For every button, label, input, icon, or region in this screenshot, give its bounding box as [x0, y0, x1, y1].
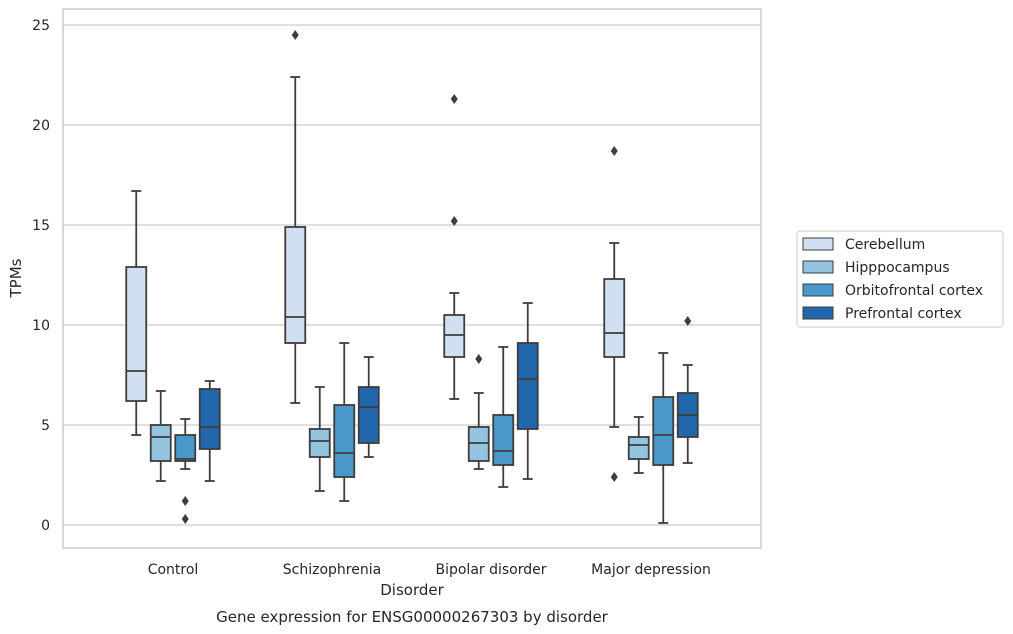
box-body	[357, 386, 380, 444]
legend-label: Prefrontal cortex	[845, 306, 962, 322]
y-tick-label: 15	[32, 218, 50, 234]
y-axis-label: TPMs	[7, 258, 25, 298]
box-0-3	[603, 146, 626, 482]
box-body	[308, 428, 331, 458]
box-body	[149, 424, 172, 462]
box-2-3	[652, 352, 675, 524]
box-0-1	[284, 30, 307, 404]
outlier-point	[684, 316, 692, 326]
box-1-3	[627, 416, 650, 474]
legend-label: Orbitofrontal cortex	[845, 283, 983, 299]
y-tick-label: 5	[41, 418, 50, 434]
box-1-2	[467, 354, 490, 470]
box-3-2	[516, 302, 539, 480]
y-tick-label: 20	[32, 118, 50, 134]
x-tick-labels: Control Schizophrenia Bipolar disorder Majo…	[148, 562, 711, 578]
box-body	[443, 314, 466, 358]
boxes	[125, 30, 699, 524]
outlier-point	[181, 496, 189, 506]
outlier-point	[475, 354, 483, 364]
legend-label: Hipppocampus	[845, 260, 950, 276]
box-0-2	[443, 94, 466, 400]
grid-lines	[63, 24, 761, 526]
legend-swatch	[802, 306, 834, 320]
y-tick-label: 10	[32, 318, 50, 334]
box-body	[492, 414, 515, 466]
x-tick-label: Control	[148, 562, 199, 578]
box-body	[467, 426, 490, 462]
box-body	[627, 436, 650, 460]
outlier-point	[450, 216, 458, 226]
outlier-point	[610, 472, 618, 482]
x-tick-label: Bipolar disorder	[435, 562, 546, 578]
outlier-point	[610, 146, 618, 156]
legend: Cerebellum Hipppocampus Orbitofrontal cort…	[796, 230, 1004, 328]
legend-swatch	[802, 260, 834, 274]
box-2-0	[174, 418, 197, 524]
box-3-0	[198, 380, 221, 482]
outlier-point	[181, 514, 189, 524]
x-tick-label: Schizophrenia	[283, 562, 381, 578]
box-body	[125, 266, 148, 402]
outlier-point	[291, 30, 299, 40]
box-body	[603, 278, 626, 358]
x-axis-label: Disorder	[380, 581, 444, 599]
box-body	[174, 434, 197, 462]
x-tick-label: Major depression	[591, 562, 711, 578]
box-body	[652, 396, 675, 466]
legend-swatch	[802, 237, 834, 251]
box-0-0	[125, 190, 148, 436]
legend-label: Cerebellum	[845, 237, 925, 253]
box-2-2	[492, 346, 515, 488]
outlier-point	[450, 94, 458, 104]
y-tick-label: 0	[41, 518, 50, 534]
box-body	[333, 404, 356, 478]
plot-frame	[62, 8, 762, 549]
box-1-1	[308, 386, 331, 492]
box-3-3	[676, 316, 699, 464]
box-body	[516, 342, 539, 430]
box-2-1	[333, 342, 356, 502]
box-body	[198, 388, 221, 450]
chart-caption: Gene expression for ENSG00000267303 by d…	[216, 608, 609, 626]
y-tick-labels: 0 5 10 15 20 25	[32, 18, 50, 534]
legend-swatch	[802, 283, 834, 297]
box-1-0	[149, 390, 172, 482]
box-3-1	[357, 356, 380, 458]
box-body	[284, 226, 307, 344]
legend-frame	[796, 230, 1004, 328]
y-tick-label: 25	[32, 18, 50, 34]
